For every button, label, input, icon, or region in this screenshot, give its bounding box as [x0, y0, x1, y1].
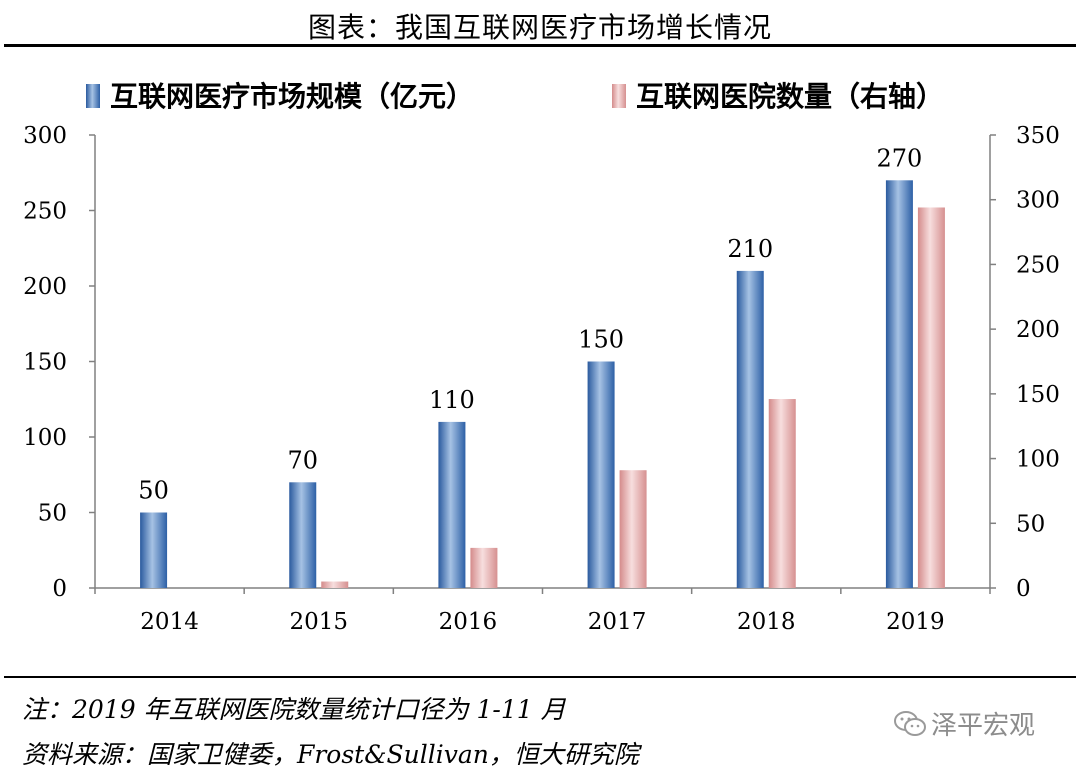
legend-swatch-hospital-count — [612, 84, 626, 108]
data-label-market-size: 270 — [877, 144, 923, 172]
bar-market-size — [289, 482, 317, 588]
data-label-market-size: 70 — [287, 446, 318, 474]
left-tick-label: 300 — [23, 123, 67, 149]
watermark-text: 泽平宏观 — [931, 711, 1036, 741]
x-tick-label: 2017 — [588, 609, 647, 635]
right-tick-label: 100 — [1016, 447, 1060, 473]
bar-market-size — [736, 270, 764, 588]
source-note: 资料来源：国家卫健委，Frost&Sullivan，恒大研究院 — [22, 740, 639, 769]
wechat-icon — [894, 710, 926, 736]
bar-market-size — [438, 421, 466, 588]
right-tick-label: 300 — [1016, 188, 1060, 214]
data-label-market-size: 110 — [429, 386, 475, 414]
bar-hospital-count — [917, 207, 945, 589]
bar-hospital-count — [321, 581, 349, 588]
left-tick-label: 0 — [52, 576, 67, 602]
left-tick-label: 100 — [23, 425, 67, 451]
left-tick-label: 200 — [23, 274, 67, 300]
bar-hospital-count — [619, 470, 647, 588]
right-tick-label: 200 — [1016, 317, 1060, 343]
page-title: 图表：我国互联网医疗市场增长情况 — [307, 11, 772, 44]
data-label-market-size: 210 — [727, 235, 773, 263]
left-tick-label: 50 — [38, 501, 67, 527]
x-tick-label: 2015 — [289, 609, 348, 635]
legend-label-hospital-count: 互联网医院数量（右轴） — [636, 80, 944, 113]
footer-rule — [4, 676, 1076, 678]
bar-hospital-count — [470, 547, 498, 588]
right-tick-label: 50 — [1016, 511, 1045, 537]
left-tick-label: 150 — [23, 350, 67, 376]
data-label-market-size: 50 — [138, 477, 169, 505]
x-tick-label: 2014 — [140, 609, 199, 635]
footnote: 注：2019 年互联网医院数量统计口径为 1-11 月 — [22, 695, 566, 724]
data-label-market-size: 150 — [578, 326, 624, 354]
legend-swatch-market-size — [86, 84, 100, 108]
bar-market-size — [140, 512, 168, 588]
bar-chart: 互联网医疗市场规模（亿元） 互联网医院数量（右轴） 0 50 100 150 200 250… — [23, 80, 1060, 635]
right-tick-label: 0 — [1016, 576, 1031, 602]
x-tick-label: 2019 — [886, 609, 945, 635]
bar-market-size — [587, 361, 615, 588]
right-tick-label: 150 — [1016, 382, 1060, 408]
x-tick-label: 2018 — [737, 609, 796, 635]
watermark: 泽平宏观 — [893, 705, 1035, 742]
title-rule — [4, 44, 1076, 47]
bar-hospital-count — [768, 399, 796, 588]
x-tick-label: 2016 — [439, 609, 498, 635]
bar-market-size — [885, 180, 913, 589]
legend-label-market-size: 互联网医疗市场规模（亿元） — [110, 80, 474, 113]
right-tick-label: 250 — [1016, 252, 1060, 278]
right-tick-label: 350 — [1016, 123, 1060, 149]
left-tick-label: 250 — [23, 199, 67, 225]
